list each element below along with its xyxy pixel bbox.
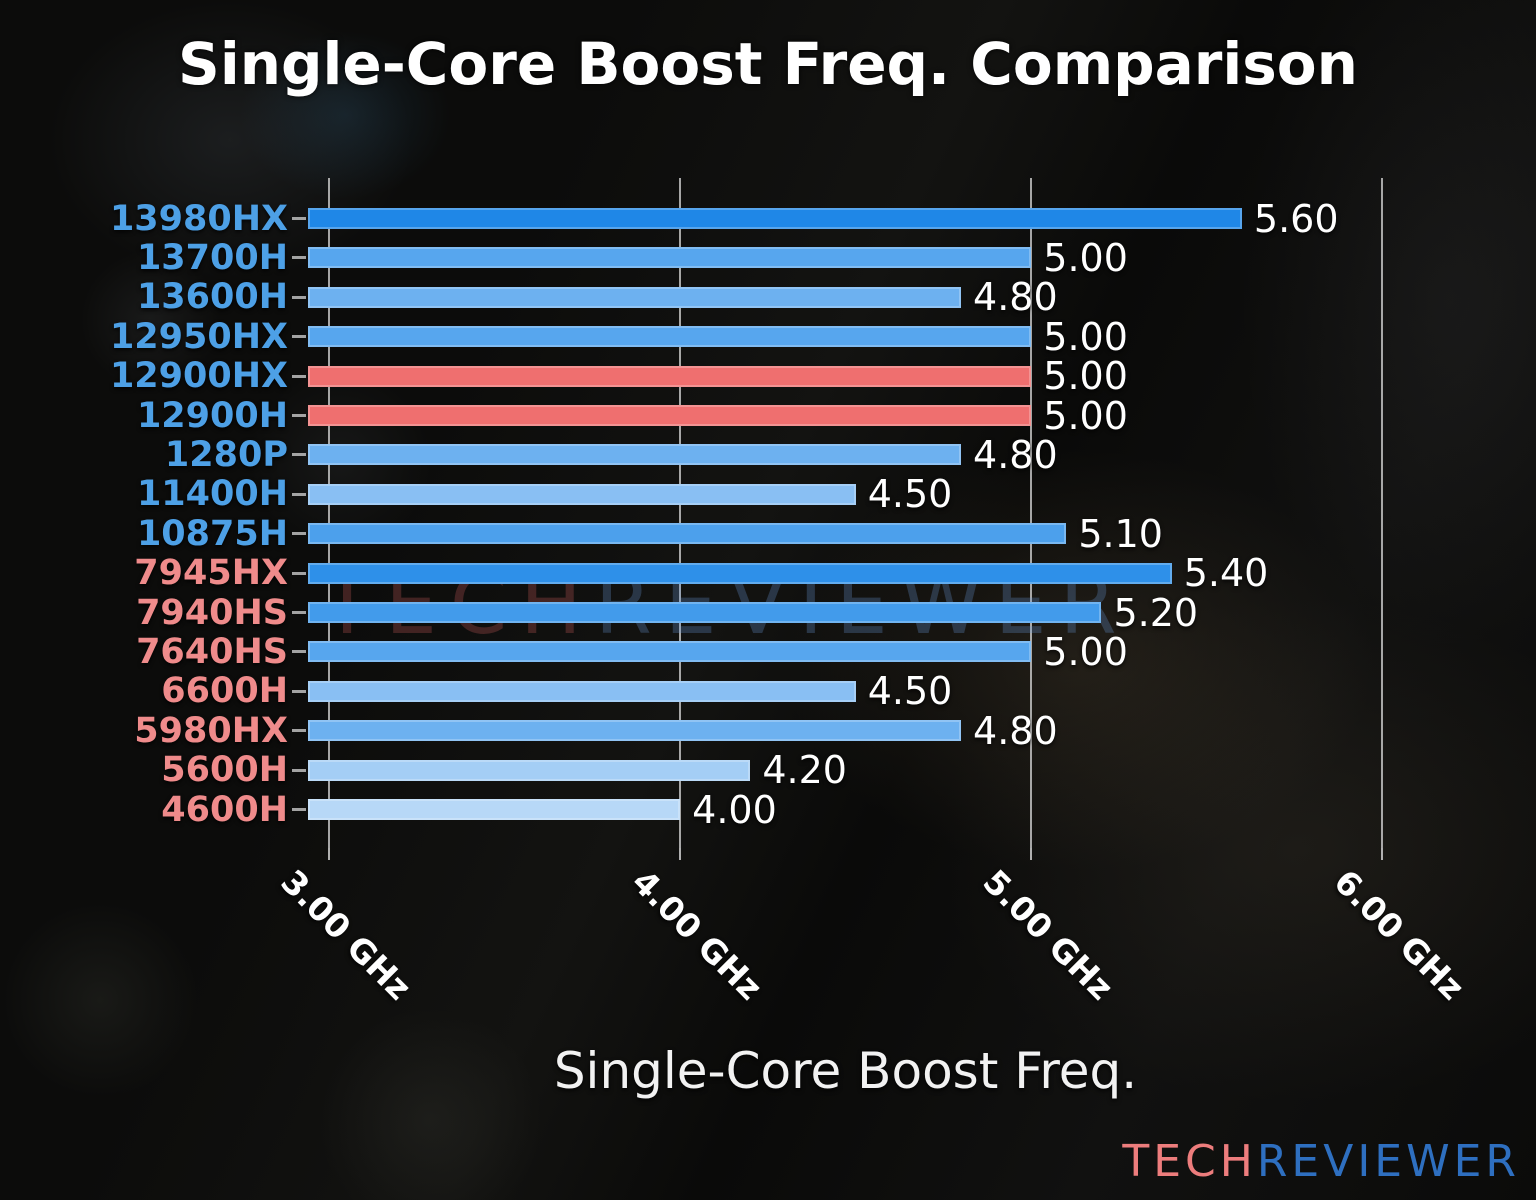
y-tick-mark: [292, 808, 306, 811]
y-tick-mark: [292, 571, 306, 575]
value-label-5980HX: 4.80: [973, 708, 1058, 753]
category-label-13600H: 13600H: [136, 277, 288, 318]
y-tick-mark: [292, 453, 306, 457]
value-label-1280P: 4.80: [973, 432, 1058, 477]
bar-13980HX: [308, 208, 1242, 229]
bar-1280P: [308, 444, 962, 466]
y-tick-mark: [292, 414, 306, 417]
value-label-7940HS: 5.20: [1113, 590, 1199, 635]
bar-7945HX: [308, 562, 1172, 584]
bar-12900H: [308, 405, 1032, 426]
y-tick-mark: [292, 492, 306, 496]
bar-10875H: [308, 523, 1067, 545]
x-tick-label: 5.00 GHz: [975, 862, 1122, 1008]
value-label-11400H: 4.50: [867, 472, 953, 517]
category-label-13980HX: 13980HX: [109, 198, 288, 239]
y-tick-mark: [292, 689, 306, 693]
category-label-7640HS: 7640HS: [136, 631, 288, 672]
value-label-7640HS: 5.00: [1043, 629, 1128, 674]
brand-logo-tech: TECH: [1122, 1136, 1257, 1187]
category-label-12900H: 12900H: [136, 395, 288, 436]
bar-4600H: [308, 799, 681, 820]
category-label-1280P: 1280P: [164, 434, 288, 475]
category-label-6600H: 6600H: [161, 671, 288, 712]
bar-13600H: [308, 286, 962, 308]
value-label-6600H: 4.50: [867, 669, 953, 714]
x-tick-label: 6.00 GHz: [1326, 862, 1473, 1008]
value-label-13980HX: 5.60: [1253, 196, 1339, 241]
value-label-13700H: 5.00: [1043, 235, 1128, 280]
y-tick-mark: [292, 768, 306, 772]
category-label-5980HX: 5980HX: [134, 710, 288, 751]
x-tick-mark: [1381, 848, 1384, 860]
bar-13700H: [308, 247, 1032, 269]
category-label-12900HX: 12900HX: [109, 356, 288, 397]
y-tick-mark: [292, 295, 306, 299]
category-label-10875H: 10875H: [136, 513, 288, 554]
x-tick-mark: [679, 848, 682, 860]
gridline-4: [679, 178, 682, 848]
bar-12900HX: [308, 365, 1032, 387]
y-tick-mark: [292, 611, 306, 614]
value-label-12900H: 5.00: [1043, 393, 1128, 438]
category-label-4600H: 4600H: [161, 789, 288, 830]
y-tick-mark: [292, 532, 306, 536]
y-tick-mark: [292, 217, 306, 220]
bar-7940HS: [308, 602, 1102, 623]
chart-title: Single-Core Boost Freq. Comparison: [178, 30, 1358, 98]
category-label-12950HX: 12950HX: [109, 316, 288, 357]
brand-logo-reviewer: REVIEWER: [1256, 1136, 1520, 1187]
x-axis-title: Single-Core Boost Freq.: [553, 1042, 1138, 1100]
bar-5980HX: [308, 720, 962, 742]
category-label-7945HX: 7945HX: [134, 553, 288, 594]
value-label-10875H: 5.10: [1078, 511, 1163, 556]
category-label-11400H: 11400H: [136, 474, 288, 515]
value-label-4600H: 4.00: [692, 787, 777, 832]
x-tick-label: 3.00 GHz: [273, 862, 420, 1008]
y-tick-mark: [292, 729, 306, 733]
y-tick-mark: [292, 335, 306, 339]
gridline-3: [328, 178, 331, 848]
category-label-7940HS: 7940HS: [136, 592, 288, 633]
gridline-6: [1381, 178, 1384, 848]
bar-12950HX: [308, 326, 1032, 348]
x-tick-mark: [1030, 848, 1033, 860]
value-label-12950HX: 5.00: [1043, 314, 1128, 359]
bar-6600H: [308, 680, 856, 702]
bar-11400H: [308, 483, 856, 505]
gridline-5: [1030, 178, 1033, 848]
y-tick-mark: [292, 374, 306, 378]
category-label-13700H: 13700H: [136, 237, 288, 278]
bar-7640HS: [308, 641, 1032, 663]
brand-logo: TECHREVIEWER: [1122, 1136, 1520, 1187]
value-label-13600H: 4.80: [973, 275, 1058, 320]
value-label-7945HX: 5.40: [1183, 551, 1269, 596]
y-tick-mark: [292, 650, 306, 654]
value-label-12900HX: 5.00: [1043, 354, 1128, 399]
x-tick-mark: [328, 848, 331, 860]
x-tick-label: 4.00 GHz: [624, 862, 771, 1008]
value-label-5600H: 4.20: [762, 748, 847, 793]
bar-5600H: [308, 759, 751, 781]
y-tick-mark: [292, 256, 306, 260]
category-label-5600H: 5600H: [161, 750, 288, 791]
